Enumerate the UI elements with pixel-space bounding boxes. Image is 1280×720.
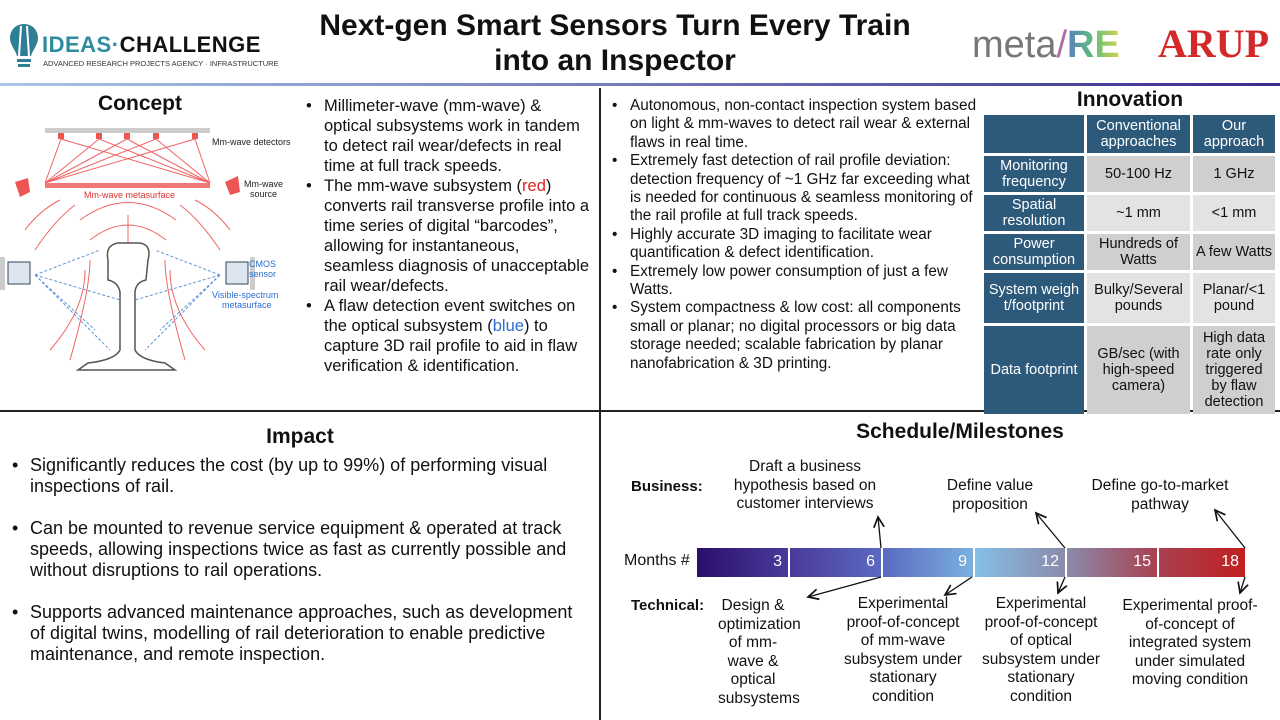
schedule-heading: Schedule/Milestones: [856, 420, 1064, 443]
sensor-diagram: Mm-wave detectors Mm-wave source Mm-wave …: [0, 128, 291, 371]
label-visible: Visible-spectrum metasurface: [212, 290, 278, 310]
innovation-bullet: System compactness & low cost: all compo…: [608, 299, 978, 373]
label-metasurface: Mm-wave metasurface: [84, 190, 175, 200]
header: [0, 0, 1280, 86]
innovation-bullet: Extremely fast detection of rail profile…: [608, 152, 978, 226]
impact-bullets: Significantly reduces the cost (by up to…: [8, 455, 588, 686]
month-segment: 15: [1067, 548, 1157, 577]
impact-bullet: Significantly reduces the cost (by up to…: [8, 455, 588, 497]
vertical-divider: [599, 88, 601, 720]
lightbulb-logo-icon: [10, 24, 38, 67]
comparison-table: Conventional approaches Our approach Moni…: [981, 112, 1278, 417]
business-label: Business:: [631, 478, 703, 495]
impact-heading: Impact: [266, 425, 334, 448]
arup-logo: ARUP: [1158, 21, 1270, 66]
concept-bullet: The mm-wave subsystem (red) converts rai…: [302, 176, 592, 296]
page-title: Next-gen Smart Sensors Turn Every Train …: [319, 9, 911, 77]
technical-milestone: Experimental proof-of-concept of mm-wave…: [843, 595, 963, 705]
technical-label: Technical:: [631, 597, 705, 614]
metare-logo: meta/RE: [972, 24, 1120, 66]
technical-milestone: Experimental proof-of-concept of integra…: [1122, 597, 1258, 688]
months-label: Months #: [624, 552, 690, 569]
month-segment: 6: [790, 548, 881, 577]
col-header: Conventional approaches: [1087, 115, 1190, 153]
col-header: Our approach: [1193, 115, 1275, 153]
innovation-bullet: Extremely low power consumption of just …: [608, 263, 978, 300]
innovation-heading: Innovation: [1076, 88, 1184, 111]
impact-bullet: Can be mounted to revenue service equipm…: [8, 518, 588, 581]
horizontal-divider: [0, 410, 1280, 412]
ideas-challenge-logo: IDEAS·CHALLENGE: [42, 32, 261, 57]
business-milestone: Define value proposition: [946, 477, 1034, 513]
innovation-bullet: Highly accurate 3D imaging to facilitate…: [608, 226, 978, 263]
concept-heading: Concept: [98, 92, 182, 115]
technical-milestone: Design & optimization of mm-wave & optic…: [718, 597, 801, 707]
innovation-bullets: Autonomous, non-contact inspection syste…: [608, 97, 978, 373]
label-source: Mm-wave source: [244, 179, 283, 199]
month-segment: 12: [975, 548, 1065, 577]
month-segment: 3: [697, 548, 788, 577]
month-segment: 18: [1159, 548, 1245, 577]
impact-bullet: Supports advanced maintenance approaches…: [8, 602, 588, 665]
concept-bullet: Millimeter-wave (mm-wave) & optical subs…: [302, 96, 592, 176]
concept-bullet: A flaw detection event switches on the o…: [302, 296, 592, 376]
ideas-subtitle: ADVANCED RESEARCH PROJECTS AGENCY · INFR…: [43, 59, 279, 68]
business-milestone: Define go-to-market pathway: [1091, 477, 1229, 513]
month-segment: 9: [883, 548, 973, 577]
innovation-bullet: Autonomous, non-contact inspection syste…: [608, 97, 978, 152]
technical-milestone: Experimental proof-of-concept of optical…: [981, 595, 1101, 705]
concept-bullets: Millimeter-wave (mm-wave) & optical subs…: [302, 96, 592, 376]
label-detectors: Mm-wave detectors: [212, 137, 291, 147]
label-cmos: CMOS sensor: [249, 259, 276, 279]
business-milestone: Draft a business hypothesis based on cus…: [733, 458, 877, 512]
